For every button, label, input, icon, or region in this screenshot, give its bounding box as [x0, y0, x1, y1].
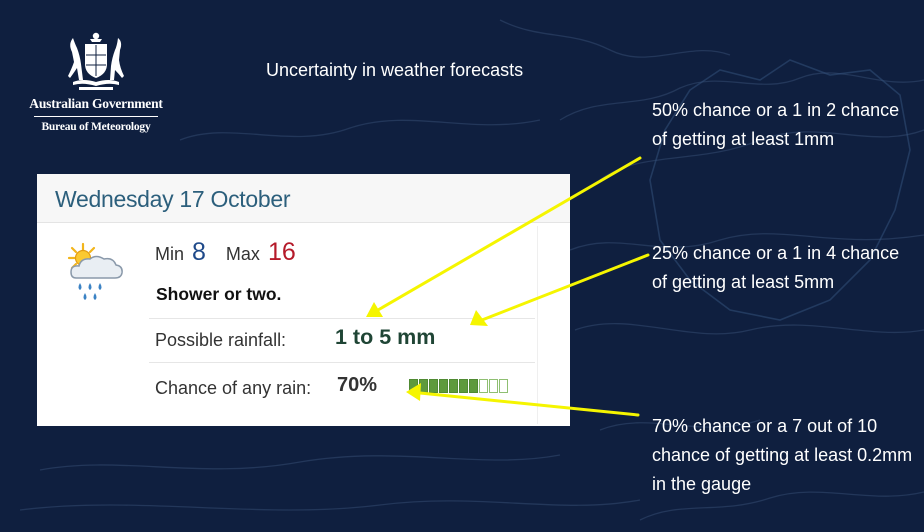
chance-of-rain-gauge — [409, 379, 508, 393]
logo: Australian Government Bureau of Meteorol… — [28, 30, 164, 133]
gauge-segment — [419, 379, 428, 393]
rainfall-label: Possible rainfall: — [155, 330, 287, 350]
gauge-segment — [429, 379, 438, 393]
card-divider — [537, 226, 538, 424]
forecast-date: Wednesday 17 October — [55, 186, 291, 212]
gauge-segment — [489, 379, 498, 393]
gauge-segment — [499, 379, 508, 393]
chance-of-rain-label: Chance of any rain: — [155, 378, 312, 398]
agency-name: Bureau of Meteorology — [41, 121, 151, 133]
row-divider — [149, 362, 535, 363]
annotation-70-percent: 70% chance or a 7 out of 10 chance of ge… — [652, 416, 913, 494]
forecast-card: Wednesday 17 October Min 8 Max 16 Shower or… — [37, 174, 570, 426]
coat-of-arms-icon — [68, 32, 124, 90]
max-label: Max — [225, 244, 260, 264]
forecast-description: Shower or two. — [156, 284, 282, 304]
gauge-segment — [449, 379, 458, 393]
annotation-25-percent: 25% chance or a 1 in 4 chance of getting… — [652, 243, 900, 292]
max-temperature: 16 — [267, 238, 296, 266]
gauge-segment — [439, 379, 448, 393]
temperature-row: Min 8 Max 16 — [155, 238, 296, 267]
rainfall-value: 1 to 5 mm — [335, 325, 436, 349]
shower-cloud-sun-icon — [67, 242, 123, 300]
forecast-card-header: Wednesday 17 October — [37, 174, 570, 223]
min-label: Min — [155, 244, 185, 264]
slide-title: Uncertainty in weather forecasts — [266, 60, 524, 80]
min-temperature: 8 — [192, 238, 206, 266]
gauge-segment — [479, 379, 488, 393]
row-divider — [149, 318, 535, 319]
annotation-50-percent: 50% chance or a 1 in 2 chance of getting… — [652, 100, 900, 149]
chance-of-rain-value: 70% — [337, 374, 378, 396]
gauge-segment — [409, 379, 418, 393]
gauge-segment — [469, 379, 478, 393]
logo-divider — [34, 116, 158, 117]
gauge-segment — [459, 379, 468, 393]
government-name: Australian Government — [29, 96, 163, 111]
